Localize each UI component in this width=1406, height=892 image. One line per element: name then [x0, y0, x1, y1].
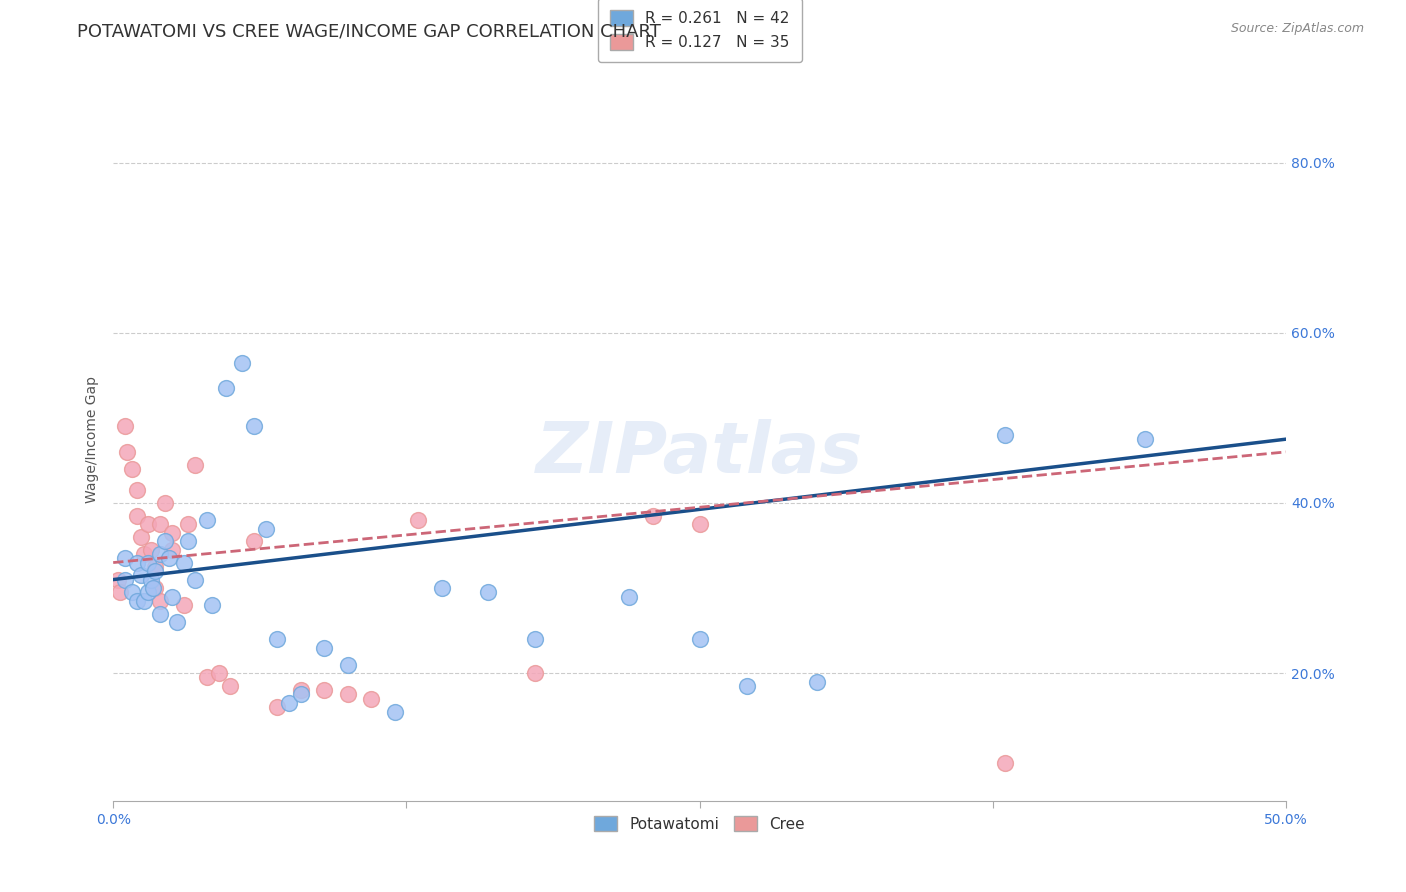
Point: [806, 674, 828, 689]
Point: [993, 428, 1015, 442]
Point: [149, 547, 172, 561]
Point: [142, 581, 165, 595]
Point: [266, 632, 288, 647]
Point: [231, 355, 253, 369]
Point: [208, 666, 231, 681]
Point: [195, 513, 218, 527]
Point: [336, 688, 359, 702]
Point: [177, 534, 200, 549]
Point: [641, 508, 664, 523]
Point: [107, 573, 129, 587]
Point: [689, 632, 711, 647]
Point: [201, 598, 224, 612]
Point: [121, 462, 143, 476]
Point: [689, 517, 711, 532]
Point: [149, 594, 172, 608]
Point: [131, 530, 153, 544]
Point: [184, 573, 207, 587]
Point: [384, 705, 406, 719]
Point: [138, 585, 160, 599]
Point: [138, 556, 160, 570]
Point: [360, 691, 382, 706]
Point: [173, 556, 195, 570]
Point: [336, 657, 359, 672]
Point: [153, 534, 176, 549]
Point: [243, 419, 266, 434]
Point: [254, 522, 277, 536]
Text: Source: ZipAtlas.com: Source: ZipAtlas.com: [1230, 22, 1364, 36]
Point: [131, 568, 153, 582]
Point: [524, 666, 547, 681]
Point: [524, 632, 547, 647]
Point: [125, 556, 148, 570]
Text: POTAWATOMI VS CREE WAGE/INCOME GAP CORRELATION CHART: POTAWATOMI VS CREE WAGE/INCOME GAP CORRE…: [77, 22, 661, 40]
Point: [314, 640, 336, 655]
Point: [215, 381, 238, 395]
Point: [160, 525, 183, 540]
Point: [159, 551, 181, 566]
Point: [160, 590, 183, 604]
Point: [121, 585, 143, 599]
Point: [114, 419, 136, 434]
Point: [314, 683, 336, 698]
Point: [114, 573, 136, 587]
Point: [132, 547, 155, 561]
Point: [125, 483, 148, 498]
Point: [993, 756, 1015, 770]
Point: [132, 594, 155, 608]
Point: [117, 445, 139, 459]
Point: [1135, 432, 1157, 446]
Point: [477, 585, 499, 599]
Point: [177, 517, 200, 532]
Point: [166, 615, 188, 629]
Point: [110, 585, 132, 599]
Point: [173, 598, 195, 612]
Text: ZIPatlas: ZIPatlas: [536, 419, 863, 488]
Point: [145, 564, 167, 578]
Point: [145, 559, 167, 574]
Point: [184, 458, 207, 472]
Point: [406, 513, 429, 527]
Point: [114, 551, 136, 566]
Point: [278, 696, 301, 710]
Point: [139, 542, 162, 557]
Point: [219, 679, 242, 693]
Y-axis label: Wage/Income Gap: Wage/Income Gap: [86, 376, 100, 503]
Point: [125, 508, 148, 523]
Point: [430, 581, 453, 595]
Legend: Potawatomi, Cree: Potawatomi, Cree: [582, 804, 817, 844]
Point: [290, 688, 312, 702]
Point: [735, 679, 758, 693]
Point: [149, 517, 172, 532]
Point: [243, 534, 266, 549]
Point: [145, 581, 167, 595]
Point: [153, 496, 176, 510]
Point: [160, 542, 183, 557]
Point: [195, 670, 218, 684]
Point: [139, 573, 162, 587]
Point: [138, 517, 160, 532]
Point: [149, 607, 172, 621]
Point: [619, 590, 641, 604]
Point: [125, 594, 148, 608]
Point: [290, 683, 312, 698]
Point: [266, 700, 288, 714]
